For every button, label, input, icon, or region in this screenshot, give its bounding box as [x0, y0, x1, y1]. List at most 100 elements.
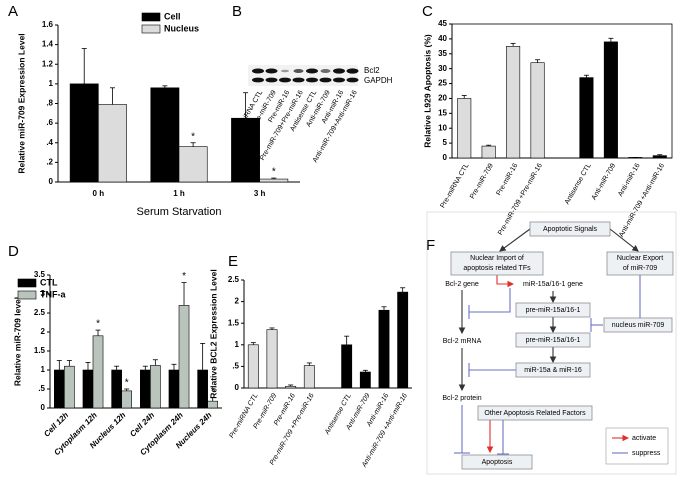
node-box — [477, 405, 593, 421]
bar — [231, 117, 260, 183]
bar — [247, 344, 259, 389]
bar — [285, 385, 297, 389]
y-tick-label: 2 — [41, 327, 46, 336]
legend-label: suppress — [632, 450, 661, 457]
node-box — [515, 302, 591, 318]
y-tick-label: 0 — [235, 383, 240, 392]
y-tick-label: .6 — [46, 118, 53, 127]
node-label: pre-miR-15a/16-1 — [526, 307, 581, 314]
significance-mark: * — [182, 271, 186, 282]
bar — [168, 369, 180, 409]
y-tick-label: 1.5 — [228, 318, 240, 327]
bar — [197, 369, 208, 409]
y-tick-label: 3 — [41, 289, 46, 298]
bar — [341, 344, 353, 389]
bar — [457, 98, 472, 159]
y-tick-label: 1.6 — [42, 20, 54, 29]
y-axis-label: Relative L929 Apoptosis (%) — [422, 34, 432, 148]
band-label: GAPDH — [364, 76, 393, 85]
significance-mark: * — [211, 386, 215, 397]
x-tick-label: Pre-miR-16 — [495, 162, 519, 197]
node-label: Bcl-2 mRNA — [443, 338, 482, 345]
bar — [652, 155, 667, 159]
bar — [303, 365, 315, 389]
y-tick-label: 3.5 — [34, 270, 46, 279]
x-tick-label: Cell 12h — [42, 410, 70, 438]
legend-label: TNF-a — [40, 289, 66, 299]
node-label: of miR-709 — [623, 265, 657, 272]
bar — [53, 369, 65, 409]
x-tick-label: 0 h — [93, 189, 105, 198]
y-tick-label: .8 — [46, 99, 53, 108]
legend-swatch — [141, 24, 161, 34]
x-tick-label: Anti-miR-709 — [591, 162, 618, 201]
x-tick-label: Antisense CTL — [564, 162, 593, 205]
blot-membrane — [248, 65, 358, 86]
y-tick-label: 45 — [438, 19, 447, 28]
y-tick-label: 0 — [41, 403, 46, 412]
x-tick-label: Cell 24h — [128, 410, 156, 438]
panel-letter: B — [232, 3, 242, 20]
node-box — [606, 251, 674, 276]
bar — [64, 365, 75, 409]
y-axis-label: Relative miR-709 level — [12, 297, 22, 386]
bar — [140, 369, 151, 409]
bar — [207, 400, 219, 409]
y-tick-label: 10 — [438, 123, 447, 132]
node-label: apoptosis related TFs — [463, 265, 531, 272]
panel-letter: A — [8, 3, 18, 20]
bar — [359, 371, 371, 389]
y-axis-label: Relative BCL2 Expression Level — [208, 269, 218, 398]
y-tick-label: 0 — [443, 153, 448, 162]
x-tick-label: Anti-miR-16 — [617, 162, 642, 198]
y-tick-label: 20 — [438, 94, 447, 103]
bar — [481, 145, 496, 159]
y-axis-label: Relative miR-709 Expression Level — [16, 33, 26, 173]
plot-frame — [451, 23, 673, 159]
legend-label: activate — [632, 435, 656, 442]
node-label: Other Apoptosis Related Factors — [484, 410, 586, 417]
y-tick-label: 1 — [49, 79, 54, 88]
node-label: Nuclear Import of — [470, 255, 524, 262]
y-tick-label: 1.5 — [34, 346, 46, 355]
bar — [111, 369, 122, 409]
y-tick-label: .5 — [232, 362, 239, 371]
x-axis-label: Serum Starvation — [137, 206, 222, 218]
x-tick-label: Anti-miR-709 +Anti-miR-16 — [618, 162, 666, 238]
y-tick-label: 25 — [438, 79, 447, 88]
bar — [92, 335, 104, 409]
significance-mark: * — [96, 319, 100, 330]
legend-swatch — [141, 12, 161, 22]
x-tick-label: 1 h — [173, 189, 185, 198]
bar — [178, 305, 190, 409]
node-box — [450, 251, 544, 276]
legend-label: CTL — [40, 277, 58, 287]
bar — [378, 309, 390, 389]
y-tick-label: 5 — [443, 138, 448, 147]
node-label: Apoptotic Signals — [543, 226, 598, 233]
bar — [530, 62, 545, 159]
legend-label: Nucleus — [164, 23, 199, 33]
connectors — [454, 228, 641, 455]
x-tick-label: Pre-miR-709 — [469, 162, 495, 200]
diagram-panel: F Apoptotic Signals Nuclear Import of ap… — [426, 211, 677, 475]
node-label: Bcl-2 gene — [445, 281, 479, 288]
y-tick-label: 1.2 — [42, 59, 54, 68]
y-tick-label: 2.5 — [34, 308, 46, 317]
legend-swatch — [17, 290, 37, 300]
bar — [603, 41, 618, 159]
node-box — [603, 317, 673, 333]
bar — [397, 291, 409, 389]
legend-swatch — [17, 278, 37, 288]
bar — [178, 146, 208, 183]
significance-mark: * — [191, 131, 195, 142]
bar — [259, 178, 289, 183]
y-tick-label: 30 — [438, 64, 447, 73]
bar — [266, 329, 278, 389]
gapdh-bands — [252, 77, 359, 83]
node-label: miR-15a & miR-16 — [524, 367, 582, 374]
node-box — [529, 221, 611, 237]
legend-label: Cell — [164, 11, 181, 21]
panel-letter: E — [228, 253, 238, 270]
panel-letter: F — [426, 237, 435, 254]
